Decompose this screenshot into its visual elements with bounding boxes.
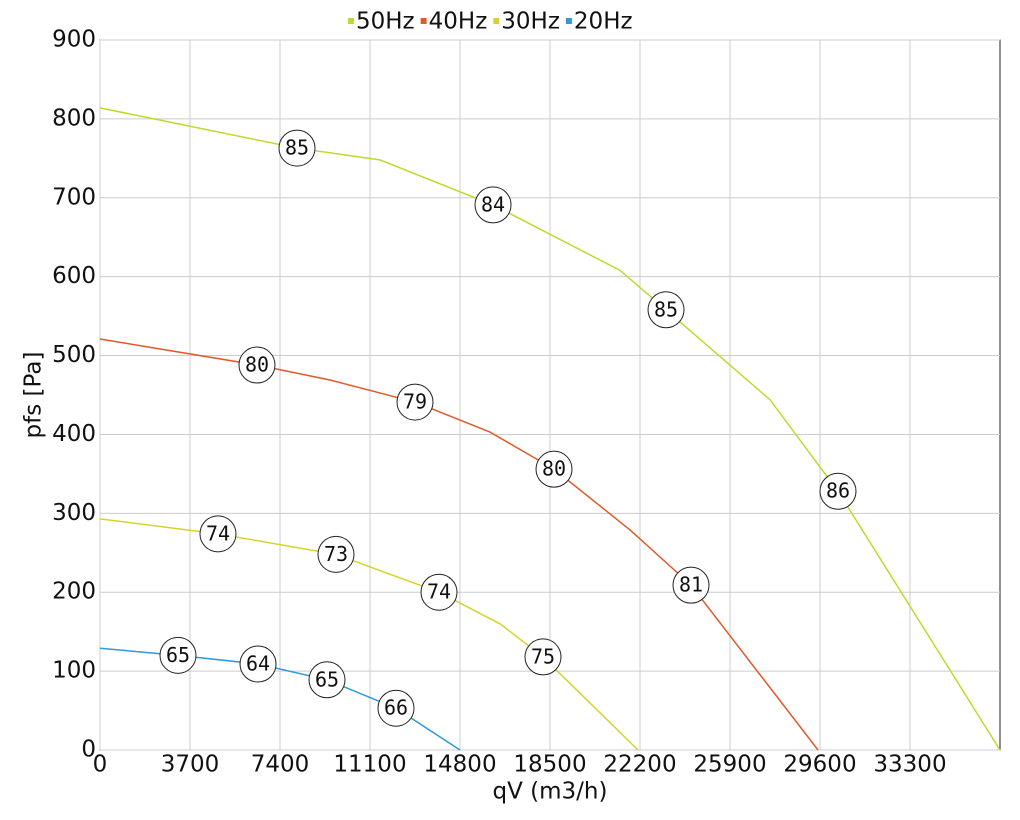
legend-label: 50Hz — [356, 9, 415, 35]
x-tick-label: 14800 — [423, 752, 496, 778]
x-tick-label: 33300 — [873, 752, 946, 778]
annotation-label: 80 — [542, 457, 566, 481]
annotation-label: 79 — [403, 390, 427, 414]
annotation-label: 74 — [427, 580, 451, 604]
annotation-label: 85 — [654, 297, 678, 321]
annotation-circle — [524, 638, 562, 676]
annotation-label: 74 — [206, 521, 230, 545]
y-tick-label: 100 — [52, 658, 96, 684]
y-tick-label: 500 — [52, 342, 96, 368]
series-line — [99, 107, 1001, 751]
annotation-circle — [239, 645, 277, 683]
legend-label: 20Hz — [574, 9, 633, 35]
y-axis-label: pfs [Pa] — [21, 352, 47, 439]
legend-swatch — [493, 18, 500, 24]
annotation-circle — [278, 129, 316, 167]
y-tick-label: 900 — [52, 27, 96, 53]
annotation-label: 64 — [246, 652, 270, 676]
annotation-label: 65 — [315, 667, 339, 691]
legend-label: 40Hz — [429, 9, 488, 35]
series-line — [99, 338, 819, 751]
x-tick-label: 29600 — [783, 752, 856, 778]
annotation-circle — [377, 689, 415, 727]
annotation-circle — [308, 661, 346, 699]
y-tick-label: 300 — [52, 500, 96, 526]
y-tick-label: 0 — [81, 737, 96, 763]
legend-swatch — [565, 18, 572, 24]
x-tick-label: 7400 — [251, 752, 310, 778]
x-tick-label: 3700 — [161, 752, 220, 778]
grid — [99, 39, 1000, 751]
annotation-circle — [238, 346, 276, 384]
x-tick-label: 22200 — [603, 752, 676, 778]
annotation-circle — [819, 472, 857, 510]
x-tick-label: 11100 — [333, 752, 406, 778]
x-tick-label: 25900 — [693, 752, 766, 778]
legend-label: 30Hz — [501, 9, 560, 35]
annotation-circle — [199, 515, 237, 553]
x-tick-label: 18500 — [513, 752, 586, 778]
series-line — [99, 518, 639, 751]
y-tick-label: 400 — [52, 421, 96, 447]
y-tick-label: 700 — [52, 184, 96, 210]
y-tick-label: 200 — [52, 579, 96, 605]
y-tick-label: 600 — [52, 263, 96, 289]
y-tick-label: 800 — [52, 105, 96, 131]
annotation-label: 85 — [285, 136, 309, 160]
annotation-circle — [317, 535, 355, 573]
annotation-label: 73 — [324, 542, 348, 566]
legend-swatch — [420, 18, 427, 24]
legend-swatch — [348, 18, 354, 24]
annotation-circle — [159, 636, 197, 674]
annotation-circle — [672, 566, 710, 604]
annotation-label: 81 — [679, 573, 703, 597]
annotation-circle — [396, 383, 434, 421]
annotation-label: 65 — [166, 643, 190, 667]
x-axis-label: qV (m3/h) — [493, 779, 608, 805]
legend: 50Hz 40Hz 30Hz 20Hz — [348, 9, 633, 35]
annotation-label: 84 — [481, 192, 505, 216]
x-tick-label: 0 — [93, 752, 108, 778]
annotation-circle — [474, 186, 512, 224]
annotation-label: 66 — [384, 696, 408, 720]
annotation-label: 75 — [531, 644, 555, 668]
annotation-circle — [535, 450, 573, 488]
annotation-label: 80 — [245, 353, 269, 377]
annotation-label: 86 — [826, 479, 850, 503]
annotation-circle — [420, 573, 458, 611]
annotation-circle — [647, 291, 685, 329]
